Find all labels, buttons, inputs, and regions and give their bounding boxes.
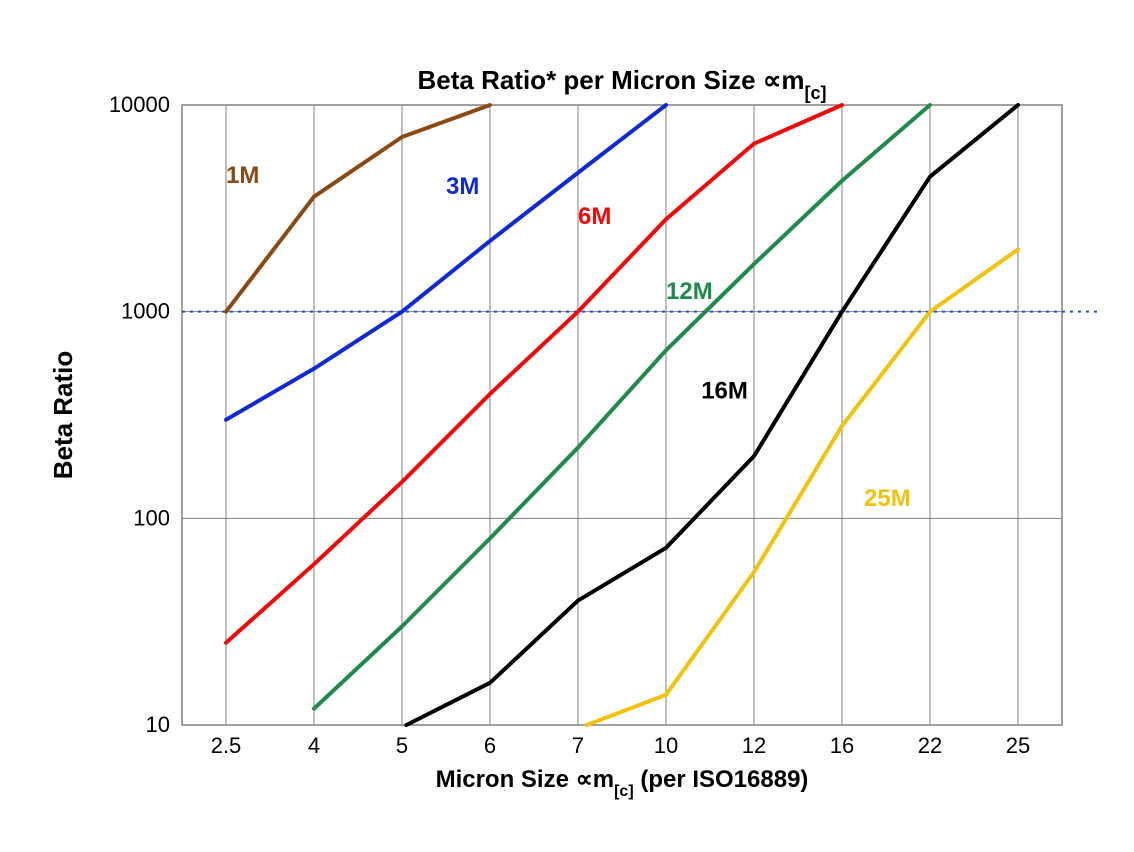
series-label-6m: 6M xyxy=(578,203,611,230)
x-tick-label: 25 xyxy=(1006,733,1030,758)
x-tick-label: 2.5 xyxy=(211,733,242,758)
x-tick-label: 12 xyxy=(742,733,766,758)
series-label-25m: 25M xyxy=(864,485,911,512)
y-tick-label: 10000 xyxy=(109,92,170,117)
x-tick-label: 6 xyxy=(484,733,496,758)
chart-container: 1M 3M 6M 12M 16M 25M 10 100 1000 10000 2.5 4 5 6 7 10 12… xyxy=(0,0,1134,852)
x-tick-label: 22 xyxy=(918,733,942,758)
y-axis-label: Beta Ratio xyxy=(48,351,78,480)
series-label-3m: 3M xyxy=(446,173,479,200)
y-tick-label: 100 xyxy=(133,505,170,530)
x-tick-label: 4 xyxy=(308,733,320,758)
x-tick-label: 16 xyxy=(830,733,854,758)
y-tick-label: 1000 xyxy=(121,299,170,324)
chart-svg: 1M 3M 6M 12M 16M 25M 10 100 1000 10000 2.5 4 5 6 7 10 12… xyxy=(0,0,1134,852)
chart-background xyxy=(0,0,1134,852)
x-tick-label: 7 xyxy=(572,733,584,758)
series-label-12m: 12M xyxy=(666,278,713,305)
series-label-16m: 16M xyxy=(701,378,748,405)
y-tick-label: 10 xyxy=(146,712,170,737)
series-label-1m: 1M xyxy=(226,162,259,189)
x-tick-label: 5 xyxy=(396,733,408,758)
x-tick-label: 10 xyxy=(654,733,678,758)
